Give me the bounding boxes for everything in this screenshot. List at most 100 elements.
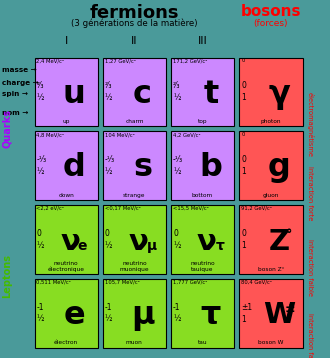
- Text: charge →: charge →: [2, 80, 39, 86]
- Bar: [103, 279, 166, 348]
- Bar: [171, 131, 234, 200]
- Text: down: down: [58, 193, 74, 198]
- Text: 0: 0: [241, 58, 245, 63]
- Text: ±1: ±1: [241, 303, 252, 312]
- Text: τ: τ: [215, 238, 224, 253]
- Text: muon: muon: [126, 340, 143, 345]
- Text: neutrino
électronique: neutrino électronique: [48, 261, 84, 272]
- Text: tau: tau: [198, 340, 208, 345]
- Text: Interaction faible: Interaction faible: [307, 240, 313, 296]
- Text: boson W: boson W: [258, 340, 283, 345]
- Text: (3 générations de la matière): (3 générations de la matière): [71, 19, 198, 29]
- Text: charm: charm: [125, 119, 144, 124]
- Text: 1: 1: [241, 167, 246, 176]
- Text: nom →: nom →: [2, 110, 28, 116]
- Text: neutrino
muonique: neutrino muonique: [119, 261, 149, 272]
- Text: <15,5 MeV/c²: <15,5 MeV/c²: [173, 206, 209, 211]
- Text: ν: ν: [129, 228, 149, 256]
- Text: 171,2 GeV/c²: 171,2 GeV/c²: [173, 58, 207, 63]
- Text: μ: μ: [147, 238, 157, 253]
- Text: ²⁄₃: ²⁄₃: [173, 82, 181, 91]
- Text: 1,27 GeV/c²: 1,27 GeV/c²: [105, 58, 136, 63]
- Text: 1: 1: [241, 241, 246, 250]
- Text: -1: -1: [105, 303, 112, 312]
- Text: ν: ν: [197, 228, 217, 256]
- Text: bottom: bottom: [192, 193, 213, 198]
- Text: 0: 0: [241, 229, 246, 238]
- Bar: [239, 205, 303, 274]
- Text: 0: 0: [37, 229, 41, 238]
- Text: 0: 0: [173, 229, 178, 238]
- Bar: [239, 279, 303, 348]
- Text: 1: 1: [241, 315, 246, 324]
- Text: -1: -1: [173, 303, 181, 312]
- Text: up: up: [62, 119, 70, 124]
- Text: ½: ½: [173, 315, 181, 324]
- Text: fermions: fermions: [90, 4, 179, 22]
- Text: Interaction forte: Interaction forte: [307, 166, 313, 220]
- Bar: [35, 279, 98, 348]
- Bar: [103, 131, 166, 200]
- Text: d: d: [63, 153, 86, 183]
- Text: 1,777 GeV/c²: 1,777 GeV/c²: [173, 280, 207, 285]
- Text: ½: ½: [37, 93, 44, 102]
- Text: électromagnétisme: électromagnétisme: [307, 92, 313, 157]
- Text: Z: Z: [269, 228, 289, 256]
- Text: ½: ½: [105, 241, 112, 250]
- Text: 105,7 MeV/c²: 105,7 MeV/c²: [105, 280, 140, 285]
- Text: 1: 1: [241, 93, 246, 102]
- Text: ²⁄₃: ²⁄₃: [105, 82, 112, 91]
- Text: spin →: spin →: [2, 91, 28, 97]
- Text: W: W: [263, 301, 295, 329]
- Bar: [171, 58, 234, 126]
- Text: 0,511 MeV/c²: 0,511 MeV/c²: [37, 280, 71, 285]
- Text: ²⁄₃: ²⁄₃: [37, 82, 44, 91]
- Text: II: II: [131, 36, 138, 46]
- Text: u: u: [63, 79, 86, 110]
- Text: ½: ½: [173, 93, 181, 102]
- Text: s: s: [133, 153, 152, 183]
- Text: μ: μ: [131, 300, 154, 331]
- Text: boson Z°: boson Z°: [257, 267, 284, 272]
- Text: strange: strange: [123, 193, 146, 198]
- Text: ½: ½: [105, 167, 112, 176]
- Bar: [171, 205, 234, 274]
- Bar: [239, 58, 303, 126]
- Text: 4,8 MeV/c²: 4,8 MeV/c²: [37, 132, 65, 137]
- Text: c: c: [133, 79, 152, 110]
- Text: masse →: masse →: [2, 67, 37, 73]
- Text: gluon: gluon: [263, 193, 279, 198]
- Text: 91,2 GeV/c²: 91,2 GeV/c²: [241, 206, 272, 211]
- Bar: [239, 131, 303, 200]
- Text: 0: 0: [241, 132, 245, 137]
- Text: ½: ½: [173, 167, 181, 176]
- Text: Leptons: Leptons: [2, 254, 12, 298]
- Text: ½: ½: [37, 315, 44, 324]
- Text: -¹⁄₃: -¹⁄₃: [105, 155, 115, 164]
- Text: Quarks: Quarks: [2, 109, 12, 148]
- Bar: [35, 205, 98, 274]
- Text: ½: ½: [105, 315, 112, 324]
- Text: °: °: [286, 228, 292, 241]
- Text: 80,4 GeV/c²: 80,4 GeV/c²: [241, 280, 272, 285]
- Text: ½: ½: [173, 241, 181, 250]
- Bar: [103, 58, 166, 126]
- Text: g: g: [268, 153, 290, 183]
- Text: τ: τ: [201, 300, 221, 331]
- Text: bosons: bosons: [241, 4, 301, 19]
- Text: photon: photon: [261, 119, 281, 124]
- Text: III: III: [198, 36, 208, 46]
- Text: 2,4 MeV/c²: 2,4 MeV/c²: [37, 58, 65, 63]
- Text: e: e: [78, 238, 87, 253]
- Text: électron: électron: [54, 340, 78, 345]
- Text: I: I: [64, 36, 68, 46]
- Text: <2,2 eV/c²: <2,2 eV/c²: [37, 206, 64, 211]
- Text: γ: γ: [268, 79, 290, 110]
- Bar: [171, 279, 234, 348]
- Text: b: b: [199, 153, 222, 183]
- Bar: [103, 205, 166, 274]
- Text: <0,17 MeV/c²: <0,17 MeV/c²: [105, 206, 141, 211]
- Text: ½: ½: [37, 241, 44, 250]
- Text: ν: ν: [60, 228, 80, 256]
- Text: top: top: [198, 119, 208, 124]
